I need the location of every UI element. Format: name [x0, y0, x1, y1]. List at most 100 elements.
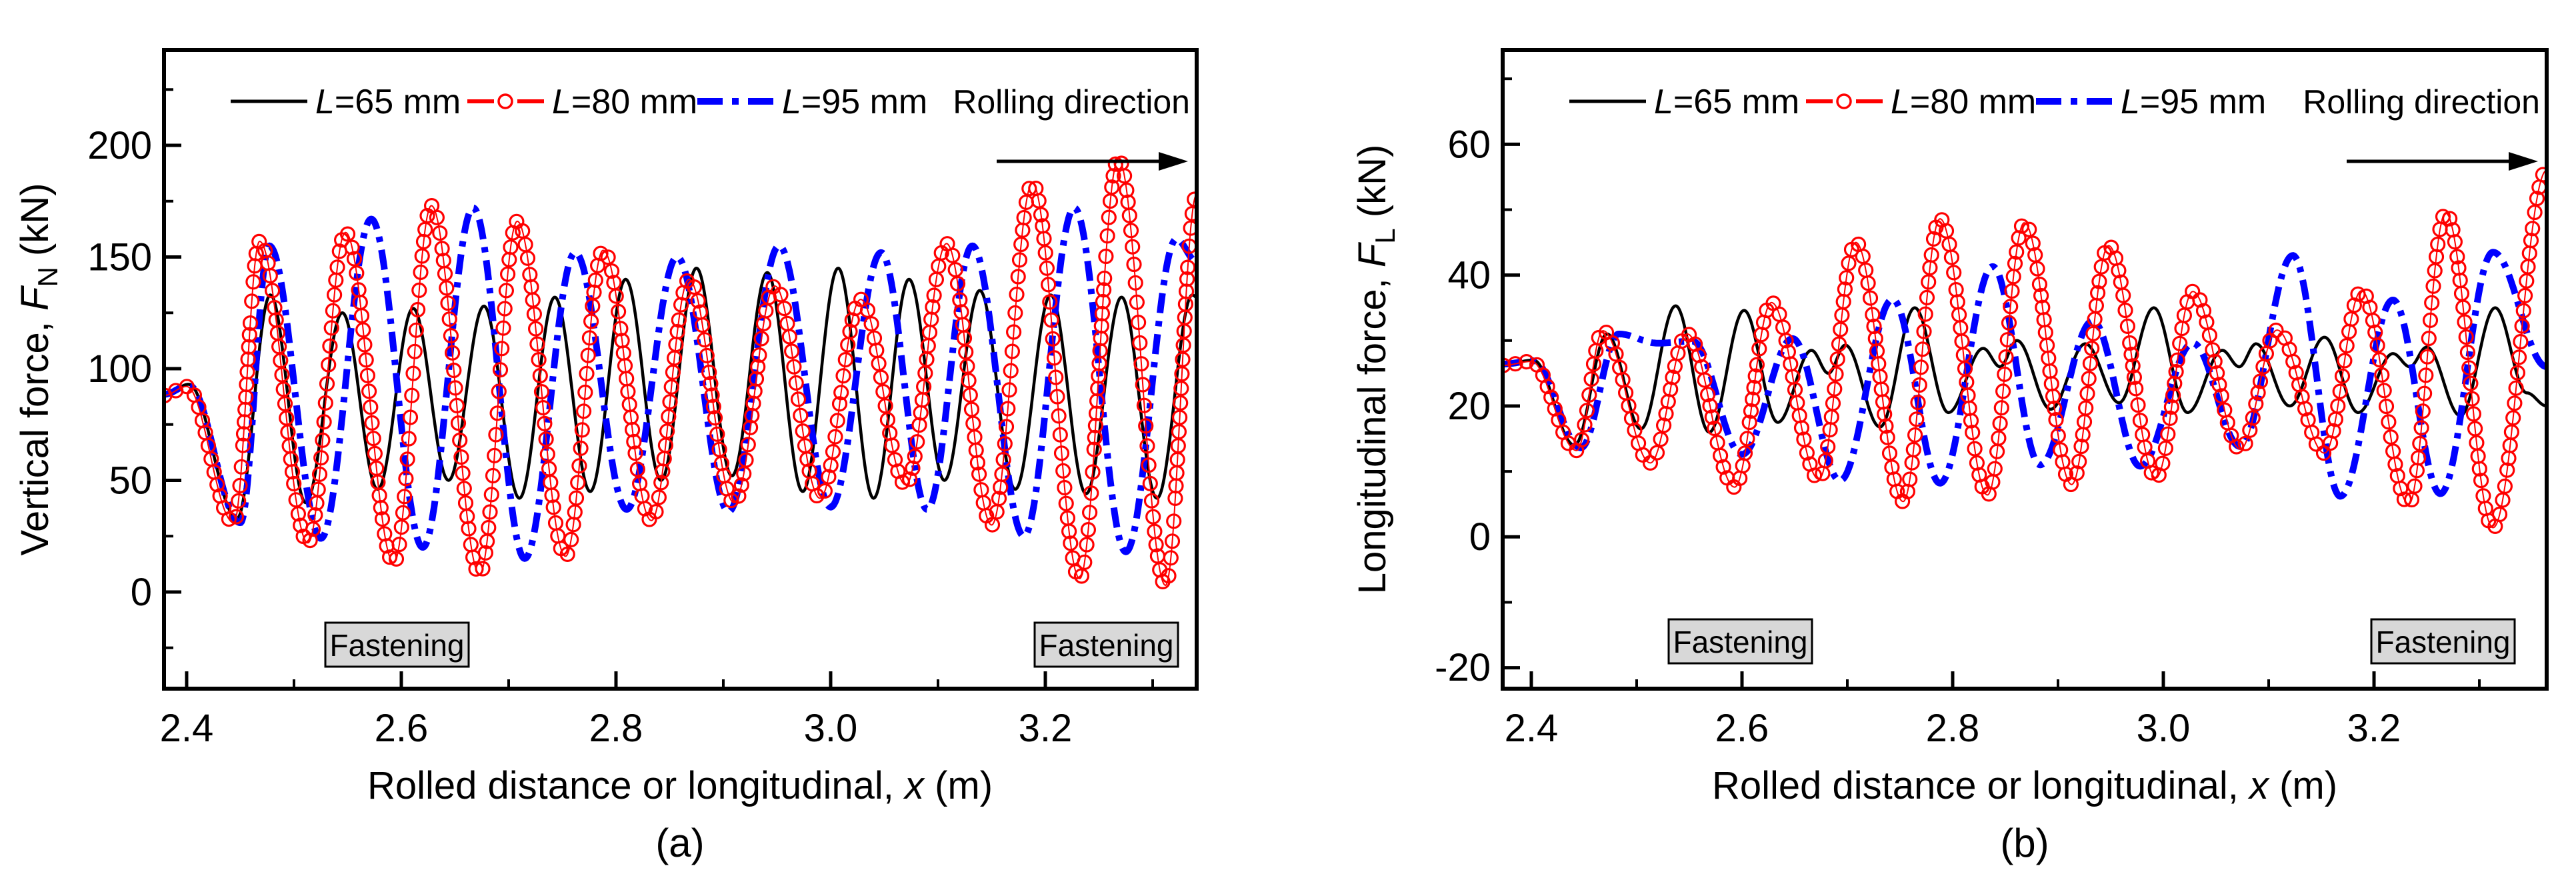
marker-circle	[346, 251, 363, 267]
marker-circle	[2365, 313, 2381, 329]
marker-circle	[1184, 205, 1197, 222]
marker-circle	[2497, 478, 2513, 495]
marker-circle	[1925, 231, 1942, 247]
marker-circle	[461, 521, 477, 537]
marker-circle	[2013, 218, 2030, 234]
marker-circle	[2508, 380, 2524, 396]
marker-circle	[1943, 249, 1960, 265]
marker-circle	[2195, 303, 2212, 319]
marker-circle	[1746, 379, 1762, 396]
marker-circle	[1860, 275, 1876, 291]
marker-circle	[2297, 401, 2313, 417]
marker-circle	[1080, 521, 1097, 538]
marker-circle	[603, 263, 620, 279]
marker-circle	[1148, 537, 1164, 553]
marker-circle	[753, 331, 769, 347]
marker-circle	[1040, 277, 1057, 293]
marker-circle	[837, 351, 853, 368]
marker-circle	[477, 545, 494, 561]
marker-circle	[483, 487, 499, 503]
marker-circle	[2119, 318, 2136, 334]
marker-circle	[494, 341, 510, 357]
y-axis-title-symbol: F	[1351, 241, 1394, 267]
marker-circle	[537, 415, 553, 432]
marker-circle	[662, 394, 678, 410]
marker-circle	[1003, 363, 1019, 379]
marker-circle	[2330, 398, 2346, 414]
marker-circle	[742, 419, 759, 435]
marker-circle	[231, 493, 247, 509]
marker-circle	[2529, 191, 2545, 207]
x-tick-label: 2.8	[1926, 707, 1980, 750]
series-dashdot-95	[1503, 249, 2547, 500]
legend-sample-l80-circle	[497, 93, 513, 109]
marker-circle	[533, 383, 550, 400]
marker-circle	[626, 433, 642, 450]
marker-circle	[2499, 462, 2515, 478]
marker-circle	[2004, 283, 2020, 299]
marker-circle	[492, 362, 509, 378]
x-axis-title: Rolled distance or longitudinal, x (m)	[1712, 764, 2337, 807]
fastening-label: Fastening	[1039, 628, 1173, 663]
marker-circle	[2211, 377, 2227, 393]
marker-circle	[817, 483, 833, 499]
marker-circle	[1166, 513, 1182, 529]
marker-circle	[242, 315, 259, 331]
marker-circle	[1174, 366, 1190, 382]
marker-circle	[793, 407, 809, 423]
legend-item-l65: L=65 mm	[315, 83, 461, 121]
marker-circle	[1086, 441, 1102, 457]
marker-circle	[302, 532, 318, 549]
marker-circle	[707, 410, 723, 426]
marker-circle	[1751, 341, 1767, 357]
marker-circle	[997, 435, 1013, 452]
fastening-label: Fastening	[2375, 625, 2510, 659]
marker-circle	[407, 343, 423, 359]
marker-circle	[411, 282, 427, 298]
marker-circle	[661, 409, 677, 425]
marker-circle	[209, 477, 225, 493]
marker-circle	[313, 450, 329, 466]
marker-circle	[925, 299, 941, 315]
marker-circle	[1910, 395, 1926, 411]
marker-circle	[439, 280, 455, 296]
marker-circle	[527, 321, 544, 337]
marker-circle	[2378, 398, 2395, 415]
marker-circle	[1010, 269, 1026, 285]
marker-circle	[733, 477, 749, 493]
marker-circle	[579, 365, 595, 382]
marker-circle	[2128, 381, 2144, 397]
marker-circle	[959, 358, 975, 374]
marker-circle	[2009, 244, 2025, 260]
marker-circle	[781, 329, 797, 345]
series-thinline-80	[1503, 169, 2547, 529]
marker-circle	[613, 321, 629, 337]
marker-circle	[884, 437, 900, 453]
marker-circle	[1164, 533, 1181, 549]
marker-circle	[2422, 312, 2439, 328]
marker-circle	[1712, 447, 1729, 464]
marker-circle	[2117, 302, 2133, 319]
series-markers-80	[1503, 167, 2547, 535]
marker-circle	[311, 466, 328, 483]
marker-circle	[1507, 356, 1523, 372]
legend-item-l80: L=80 mm	[552, 83, 697, 121]
x-tick-label: 2.4	[160, 707, 214, 750]
marker-circle	[1009, 287, 1025, 303]
marker-circle	[446, 362, 462, 379]
marker-circle	[1702, 398, 1718, 414]
marker-circle	[2157, 440, 2174, 457]
marker-circle	[833, 385, 849, 401]
marker-circle	[409, 301, 426, 318]
marker-circle	[873, 369, 889, 385]
legend-a: L=65 mm L=80 mm L=95 mm	[231, 83, 927, 121]
marker-circle	[2025, 235, 2041, 251]
marker-circle	[1119, 182, 1135, 198]
marker-circle	[2459, 344, 2476, 361]
marker-circle	[587, 272, 603, 288]
marker-circle	[310, 481, 326, 497]
marker-circle	[1992, 415, 2008, 431]
marker-circle	[2125, 358, 2141, 374]
marker-circle	[1743, 403, 1759, 419]
marker-circle	[1799, 445, 1815, 461]
